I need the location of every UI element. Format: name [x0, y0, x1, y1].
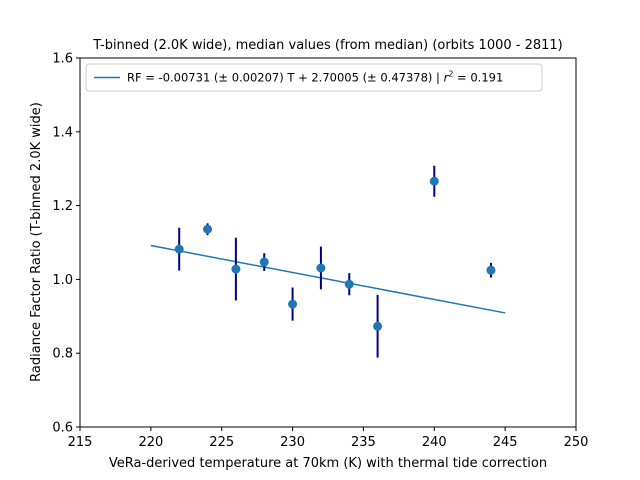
legend-r2-superscript: 2	[448, 70, 453, 79]
y-tick-label: 1.4	[52, 125, 73, 140]
data-point-layer	[174, 176, 496, 331]
legend-fit-label: RF = -0.00731 (± 0.00207) T + 2.70005 (±…	[127, 70, 503, 85]
fit-line	[150, 244, 506, 314]
data-point	[259, 257, 269, 267]
plot-area-frame	[79, 57, 577, 428]
legend-box	[85, 63, 543, 92]
chart-title: T-binned (2.0K wide), median values (fro…	[92, 38, 563, 53]
x-tick-label: 240	[422, 435, 447, 450]
y-tick-label: 0.8	[52, 347, 73, 362]
legend-r2-symbol: r	[444, 71, 450, 85]
data-point	[344, 279, 354, 289]
y-tick-label: 1.6	[52, 52, 73, 67]
errorbar-layer	[178, 165, 492, 358]
x-tick-label: 215	[68, 435, 93, 450]
legend: RF = -0.00731 (± 0.00207) T + 2.70005 (±…	[85, 63, 543, 92]
x-tick-label: 225	[209, 435, 234, 450]
data-point	[373, 321, 383, 331]
legend-r2-value: = 0.191	[453, 71, 503, 85]
data-point	[174, 244, 184, 254]
fit-line-layer	[150, 244, 506, 314]
y-axis-ticks: 0.6 0.8 1.0 1.2 1.4 1.6	[52, 52, 80, 436]
data-point	[486, 265, 496, 275]
legend-fit-equation: RF = -0.00731 (± 0.00207) T + 2.70005 (±…	[127, 71, 444, 85]
data-point	[429, 176, 439, 186]
x-tick-label: 230	[280, 435, 305, 450]
x-tick-label: 250	[564, 435, 589, 450]
data-point	[316, 263, 326, 273]
y-axis-title: Radiance Factor Ratio (T-binned 2.0K wid…	[29, 102, 44, 382]
data-point	[203, 224, 213, 234]
y-tick-label: 0.6	[52, 421, 73, 436]
y-tick-label: 1.0	[52, 273, 73, 288]
x-axis-ticks: 215 220 225 230 235 240 245 250	[68, 427, 589, 450]
data-point	[288, 299, 298, 309]
x-tick-label: 245	[493, 435, 518, 450]
data-point	[231, 264, 241, 274]
y-tick-label: 1.2	[52, 199, 73, 214]
x-axis-title: VeRa-derived temperature at 70km (K) wit…	[109, 456, 547, 471]
x-tick-label: 235	[351, 435, 376, 450]
x-tick-label: 220	[138, 435, 163, 450]
